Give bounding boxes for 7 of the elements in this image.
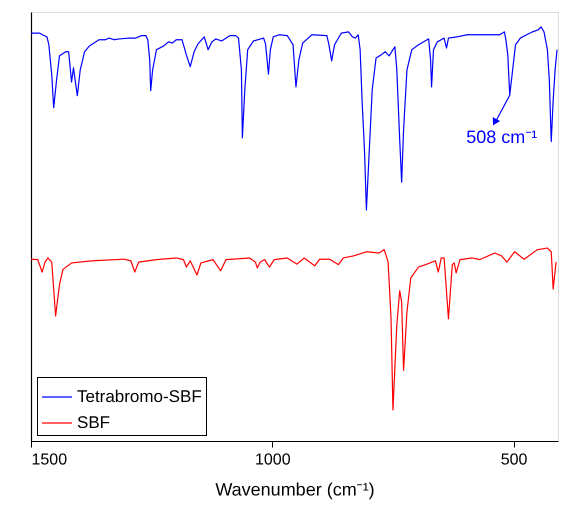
legend-label: SBF bbox=[77, 413, 110, 432]
x-tick-label: 500 bbox=[500, 452, 528, 468]
legend-label: Tetrabromo-SBF bbox=[77, 387, 202, 406]
annotation: 508 cm⁻¹ bbox=[466, 127, 538, 148]
x-tick-label: 1000 bbox=[255, 452, 291, 468]
x-tick-label: 1500 bbox=[32, 452, 68, 468]
x-axis-title: Wavenumber (cm⁻¹) bbox=[215, 480, 375, 500]
